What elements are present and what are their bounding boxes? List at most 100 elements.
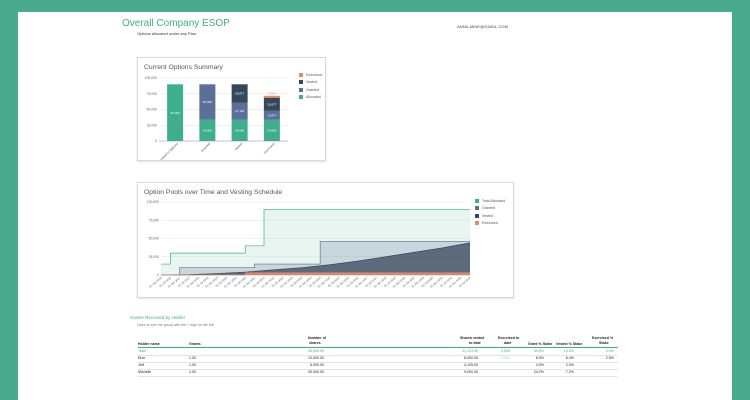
col-vested-line1: Shares vested [460,336,485,340]
summary-bar-exercised-exercised[interactable] [263,95,280,98]
col-ex-stake-line2: Stake [599,341,609,345]
summary-y-tick: 25,000 [147,123,157,127]
cell-exercised: 3,000 [501,349,510,353]
summary-x-tick: Exercised [263,142,276,155]
options-summary-chart: 0 25,000 50,000 75,000 100,000 90,000 Allocate… [145,76,288,160]
cell-grant-stake: 4.0% [535,363,544,367]
summary-data-label: 34,000 [203,128,213,132]
col-grant-stake: Grant % Stake [528,342,553,346]
pools-y-tick: 100,000 [147,200,159,204]
summary-bar-granted-exercised[interactable] [263,110,280,120]
cell-shares: 46,000.00 [308,349,324,353]
summary-data-label: 90,000 [171,111,181,115]
summary-legend-allocated[interactable]: Allocated [299,94,322,102]
pools-area-exercised[interactable] [161,272,470,275]
pools-area-vested[interactable] [161,242,470,275]
cell-name: Michelle [138,370,152,374]
summary-legend-exercised[interactable]: Exercised [299,71,322,79]
cell-vested: 9,000.00 [464,370,478,374]
grants-subtitle: Open to see the group with the + sign on… [137,323,214,327]
summary-legend-label: Allocated [306,95,321,100]
summary-legend-swatch [299,95,303,100]
summary-legend-label: Vested [306,80,317,85]
summary-legend-label: Exercised [306,72,322,77]
col-shares-line1: Number of [308,336,326,340]
pools-legend-exercised[interactable]: Exercised [475,220,505,228]
col-ex-stake-line1: Exercised % [592,336,614,340]
summary-bar-allocated-exercised[interactable] [263,119,280,141]
summary-bar-allocated-granted[interactable] [199,119,216,141]
col-vested-line2: to date [469,341,481,345]
pools-legend-vested[interactable]: Vested [475,212,505,220]
summary-legend-swatch [299,80,303,85]
col-holder: Holder name [138,342,160,346]
pools-legend-total-allocated[interactable]: Total Allocated [475,197,505,205]
pools-legend-label: Exercised [482,221,498,226]
summary-y-tick: 0 [155,139,157,143]
summary-legend-vested[interactable]: Vested [299,79,322,87]
cell-vested-stake: 14.3% [563,349,574,353]
pools-line-vested[interactable] [160,242,471,276]
row-divider [138,368,618,370]
page-title: Overall Company ESOP [122,18,230,29]
pools-line-granted[interactable] [161,241,470,276]
summary-y-tick: 50,000 [147,108,157,112]
summary-legend-granted[interactable]: Granted [299,86,322,94]
cell-vested: 8,000.00 [464,356,478,360]
pools-legend-swatch [475,213,479,218]
summary-x-tick: Granted [200,142,211,153]
option-pools-title: Option Pools over Time and Vesting Sched… [144,189,283,196]
pools-legend-label: Vested [482,213,493,218]
cell-shares: 30,000.00 [308,370,324,374]
summary-legend-swatch [299,72,303,77]
summary-bar-vested-exercised[interactable] [263,97,280,111]
pools-legend-swatch [475,221,479,226]
pools-y-tick: 25,000 [149,255,159,259]
cell-vested: 4,125.00 [464,363,478,367]
options-summary-title: Current Options Summary [144,64,223,71]
summary-bar-allocated-allocated-to-options[interactable] [167,84,184,141]
summary-bar-granted-granted[interactable] [199,84,216,120]
pools-y-tick: 75,000 [149,218,159,222]
cell-grant-stake: 24.2% [533,370,544,374]
pools-line-total-allocated[interactable] [161,208,470,265]
cell-ex-stake: 2.0% [605,349,614,353]
summary-legend-swatch [299,87,303,92]
options-summary-legend: Exercised Vested Granted Allocated [299,71,322,101]
page-subtitle: Options allocated under any Plan. [137,31,198,36]
summary-data-label: 28,877 [235,92,245,96]
cell-ex-stake: 2.5% [605,356,614,360]
option-pools-card: Option Pools over Time and Vesting Sched… [137,182,514,298]
cell-vested: 21,123.00 [462,349,478,353]
row-divider [138,354,618,356]
summary-data-label: 27,123 [235,109,245,113]
row-divider [138,375,618,377]
summary-bar-granted-vested[interactable] [231,102,248,120]
cell-shares: 6,000.00 [310,363,324,367]
summary-data-label: 13,877 [267,113,277,117]
summary-y-tick: 100,000 [145,76,157,80]
header-divider [138,347,618,348]
summary-bar-allocated-vested[interactable] [231,119,248,141]
cell-vested-stake: 7.2% [565,370,574,374]
cell-name: Elon [138,356,146,360]
cell-grant-stake: 8.5% [535,356,544,360]
pools-legend-granted[interactable]: Granted [475,205,505,213]
col-vested-stake: Vested % Stake [556,342,583,346]
summary-bar-vested-vested[interactable] [231,84,248,103]
esop-page: Overall Company ESOP Options allocated u… [18,12,732,400]
summary-x-tick: Vested [234,142,244,152]
pools-legend-label: Granted [482,206,495,211]
cell-vested-stake: 6.4% [565,356,574,360]
grants-title[interactable]: Grants Received by Holder [130,315,186,320]
option-pools-legend: Total Allocated Granted Vested Exercised [475,197,505,227]
summary-data-label: 56,000 [203,100,213,104]
user-email[interactable]: ANNA.MINE@GMAIL.COM [457,24,509,29]
cell-exercised: 3,000 [501,356,510,360]
pools-y-tick: 0 [157,273,159,277]
cell-grants: 2.00 [189,370,196,374]
cell-shares: 10,000.00 [308,356,324,360]
pools-legend-label: Total Allocated [482,198,506,203]
col-exercised-line1: Exercised to [498,336,520,340]
col-shares-line2: shares [309,341,321,345]
